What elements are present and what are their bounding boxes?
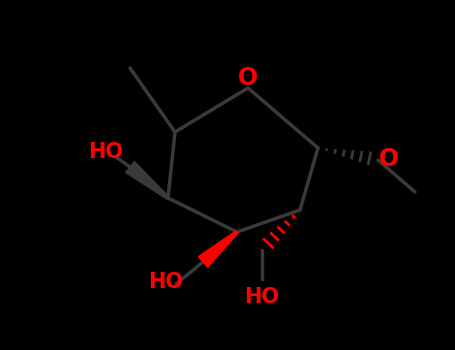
Text: HO: HO xyxy=(88,142,123,162)
Text: O: O xyxy=(238,66,258,90)
Polygon shape xyxy=(126,162,169,199)
Polygon shape xyxy=(198,231,238,267)
Text: HO: HO xyxy=(244,287,279,307)
Text: HO: HO xyxy=(148,272,183,292)
Text: O: O xyxy=(379,147,399,171)
